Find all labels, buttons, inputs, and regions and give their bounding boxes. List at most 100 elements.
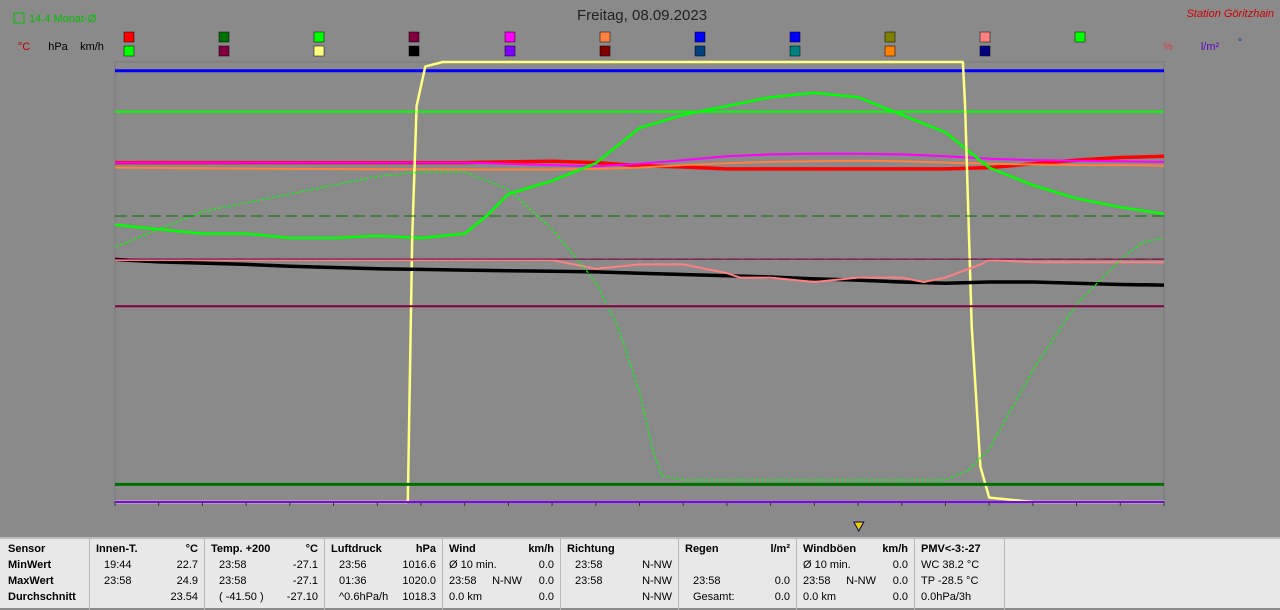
legend-swatch (789, 45, 801, 57)
station-name: Station Göritzhain (1187, 8, 1274, 20)
legend-swatch (504, 45, 516, 57)
stats-block-title: PMV<-3:-27 (921, 543, 981, 555)
unit-degree: ° (1238, 37, 1242, 49)
stats-time: 23:58 (104, 575, 132, 587)
stats-time: 23:58 (575, 559, 603, 571)
stats-direction: N-NW (846, 575, 876, 587)
stats-time: 19:44 (104, 559, 132, 571)
stats-value: 1016.6 (402, 559, 436, 571)
chart-background (0, 0, 1280, 537)
legend (123, 31, 1086, 57)
current-time-icon (852, 521, 865, 533)
stats-value: 1018.3 (402, 591, 436, 603)
series-5cm-feuchte-line (114, 171, 1165, 481)
series-feuchte-a-line (114, 91, 1165, 240)
axes-layer (114, 502, 1165, 533)
stats-value: 0.0 (892, 575, 908, 587)
legend-swatch (123, 45, 135, 57)
stats-value: N-NW (642, 591, 672, 603)
stats-block-unit: km/h (528, 543, 554, 555)
legend-swatch (123, 31, 135, 43)
stats-row-label: Sensor (8, 543, 46, 555)
weather-chart: 14.4 Monat-Ø Freitag, 08.09.2023 Station… (0, 0, 1280, 537)
legend-swatch (789, 31, 801, 43)
legend-swatch (218, 45, 230, 57)
stats-value: 1020.0 (402, 575, 436, 587)
series-bad-line (115, 152, 1165, 168)
series-sonnenschein-line (115, 60, 1164, 504)
stats-value: -27.10 (286, 591, 318, 603)
stats-block-title: Richtung (567, 543, 615, 555)
legend-swatch (313, 31, 325, 43)
stats-time: Ø 10 min. (449, 559, 497, 571)
series-luftdruck-line (114, 257, 1165, 287)
legend-swatch (313, 45, 325, 57)
stats-time: 0.0 km (803, 591, 837, 603)
legend-swatch (504, 31, 516, 43)
legend-swatch (599, 31, 611, 43)
monthly-avg-label: 14.4 Monat-Ø (29, 13, 97, 25)
stats-block-unit: °C (305, 543, 318, 555)
stats-block-title: Innen-T. (96, 543, 138, 555)
stats-block-title: Wind (449, 543, 476, 555)
stats-block-unit: °C (185, 543, 198, 555)
stats-block-luftdruck: Luftdruck hPa 23:56 1016.6 01:36 1020.0 ^0.6hP… (325, 539, 443, 610)
chart-title: Freitag, 08.09.2023 (577, 7, 707, 24)
legend-swatch (884, 45, 896, 57)
stats-value: 0.0 (538, 559, 554, 571)
stats-value: -27.1 (292, 575, 318, 587)
monthly-avg-checkbox[interactable] (13, 12, 25, 24)
legend-swatch (408, 45, 420, 57)
stats-row-label: MinWert (8, 559, 52, 571)
stats-block-title: Luftdruck (331, 543, 382, 555)
stats-time: 0.0 km (449, 591, 483, 603)
legend-swatch (979, 31, 991, 43)
stats-time: 23:58 (803, 575, 831, 587)
unit-hpa: hPa (48, 41, 68, 53)
stats-value: 0.0 (774, 575, 790, 587)
stats-row-labels: Sensor MinWert MaxWert Durchschnitt (0, 539, 90, 610)
stats-time: 01:36 (339, 575, 367, 587)
stats-value: 0.0 (538, 591, 554, 603)
series-feuchte-i-line (115, 259, 1164, 283)
stats-block-temp-200: Temp. +200 °C 23:58 -27.1 23:58 -27.1 ( -41.50… (205, 539, 325, 610)
stats-block-windb-en: Windböen km/h Ø 10 min. 0.0 23:58 N-NW 0.0 0.0 … (797, 539, 915, 610)
stats-value: 0.0 (892, 591, 908, 603)
stats-time: 23:58 (219, 575, 247, 587)
stats-block-unit: km/h (882, 543, 908, 555)
stats-row-label: MaxWert (8, 575, 54, 587)
series-gast-temp-line (114, 159, 1165, 171)
stats-row-label: Durchschnitt (8, 591, 76, 603)
stats-block-innen-t: Innen-T. °C 19:44 22.7 23:58 24.9 23.54 (90, 539, 205, 610)
stats-value: 23.54 (170, 591, 198, 603)
stats-value: WC 38.2 °C (921, 559, 980, 571)
unit-celsius: °C (18, 41, 30, 53)
stats-block-title: Windböen (803, 543, 857, 555)
statistics-panel: Sensor MinWert MaxWert Durchschnitt Innen-T.… (0, 537, 1280, 610)
stats-value: 24.9 (176, 575, 198, 587)
stats-value: 0.0hPa/3h (921, 591, 972, 603)
legend-swatch (884, 31, 896, 43)
stats-time: 23:58 (219, 559, 247, 571)
stats-block-unit: hPa (415, 543, 436, 555)
legend-swatch (1074, 31, 1086, 43)
legend-swatch (599, 45, 611, 57)
stats-time: Gesamt: (693, 591, 735, 603)
unit-rain: l/m² (1201, 41, 1220, 53)
legend-swatch (694, 31, 706, 43)
stats-direction: N-NW (492, 575, 522, 587)
stats-time: ( -41.50 ) (219, 591, 264, 603)
legend-swatch (694, 45, 706, 57)
stats-block-unit: l/m² (770, 543, 790, 555)
legend-swatch (979, 45, 991, 57)
unit-percent: % (1163, 41, 1173, 53)
stats-time: Ø 10 min. (803, 559, 851, 571)
legend-swatch (218, 31, 230, 43)
stats-block-title: Temp. +200 (211, 543, 271, 555)
stats-time: ^0.6hPa/h (339, 591, 389, 603)
stats-value: 22.7 (176, 559, 198, 571)
stats-value: 0.0 (892, 559, 908, 571)
stats-block-wind: Wind km/h Ø 10 min. 0.0 23:58 N-NW 0.0 0.0 km 0.… (443, 539, 561, 610)
stats-value: N-NW (642, 575, 672, 587)
